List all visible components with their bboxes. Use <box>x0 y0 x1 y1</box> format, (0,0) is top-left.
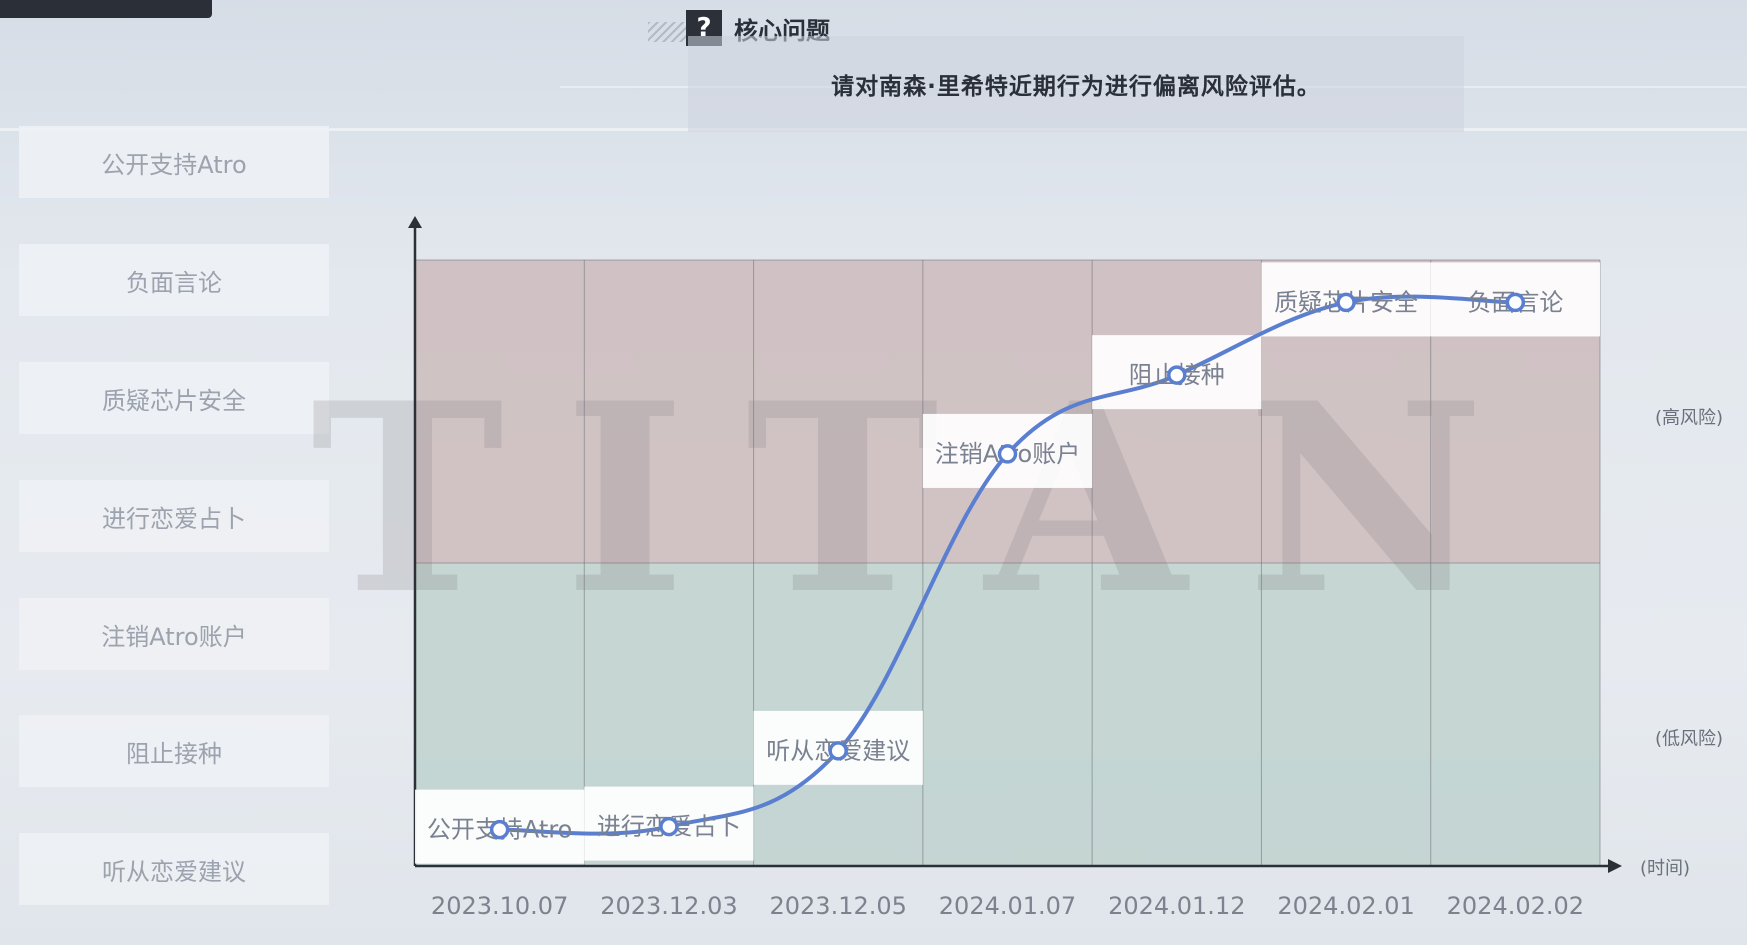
x-axis-arrow <box>1608 859 1622 873</box>
evidence-button[interactable]: 听从恋爱建议 <box>19 833 329 905</box>
x-axis-label: (时间) <box>1640 858 1690 879</box>
x-tick-label: 2023.12.05 <box>770 892 907 920</box>
data-point <box>659 816 679 837</box>
low-risk-label: (低风险) <box>1655 729 1723 750</box>
evidence-button[interactable]: 公开支持Atro <box>19 126 329 198</box>
hatch-decoration <box>648 22 688 42</box>
corner-tab <box>0 0 212 18</box>
x-tick-label: 2023.12.03 <box>600 892 737 920</box>
data-point <box>1336 292 1356 313</box>
high-risk-label: (高风险) <box>1655 408 1723 429</box>
x-tick-label: 2024.02.02 <box>1447 892 1584 920</box>
evidence-button[interactable]: 注销Atro账户 <box>19 598 329 670</box>
data-point <box>828 741 848 761</box>
evidence-button[interactable]: 阻止接种 <box>19 715 329 787</box>
question-text: 请对南森·里希特近期行为进行偏离风险评估。 <box>831 74 1321 100</box>
evidence-button[interactable]: 负面言论 <box>19 244 329 316</box>
data-point <box>1505 292 1526 313</box>
y-axis-arrow <box>408 216 422 228</box>
evidence-button[interactable]: 质疑芯片安全 <box>19 362 329 434</box>
data-point <box>489 819 510 840</box>
x-tick-label: 2023.10.07 <box>431 892 568 920</box>
data-point <box>997 444 1018 464</box>
question-banner: 请对南森·里希特近期行为进行偏离风险评估。 <box>688 36 1464 132</box>
x-tick-label: 2024.02.01 <box>1277 892 1414 920</box>
evidence-button[interactable]: 进行恋爱占卜 <box>19 480 329 552</box>
data-point <box>1167 365 1187 385</box>
titan-watermark: TITAN <box>311 347 1545 652</box>
x-tick-label: 2024.01.07 <box>939 892 1076 920</box>
x-tick-label: 2024.01.12 <box>1108 892 1245 920</box>
